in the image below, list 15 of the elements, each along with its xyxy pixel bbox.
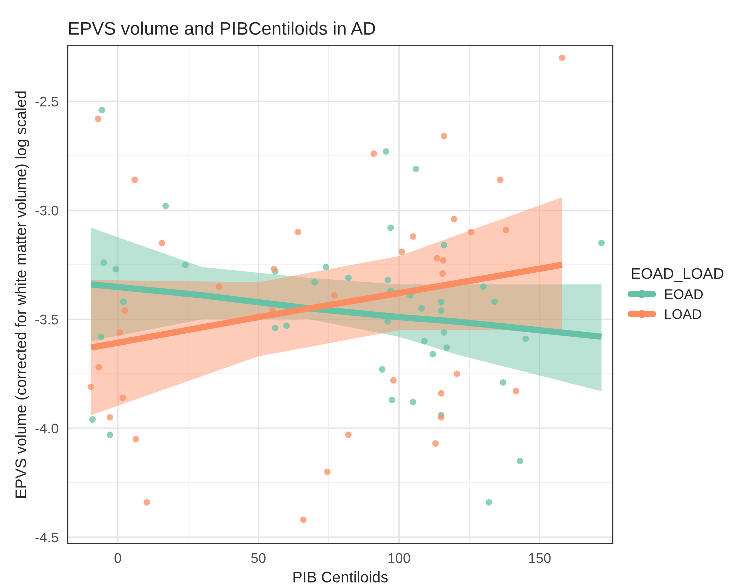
y-tick-label: -3.0 — [36, 206, 58, 216]
y-tick-label: -4.0 — [36, 424, 58, 434]
chart-title: EPVS volume and PIBCentiloids in AD — [69, 22, 376, 36]
x-tick-label: 150 — [529, 553, 551, 564]
legend-label: EOAD — [665, 290, 703, 300]
y-tick-label: -2.5 — [36, 96, 58, 107]
legend-label: LOAD — [665, 309, 702, 320]
x-tick-label: 50 — [252, 553, 266, 564]
x-tick-label: 100 — [388, 553, 410, 564]
y-tick-label: -3.5 — [36, 314, 58, 325]
x-tick-label: 0 — [114, 553, 122, 564]
x-axis-title: PIB Centiloids — [294, 572, 388, 583]
legend-title: EOAD_LOAD — [632, 268, 724, 282]
y-tick-label: -4.5 — [36, 532, 58, 543]
y-axis-title: EPVS volume (corrected for white matter volume) log scaled — [15, 92, 30, 498]
